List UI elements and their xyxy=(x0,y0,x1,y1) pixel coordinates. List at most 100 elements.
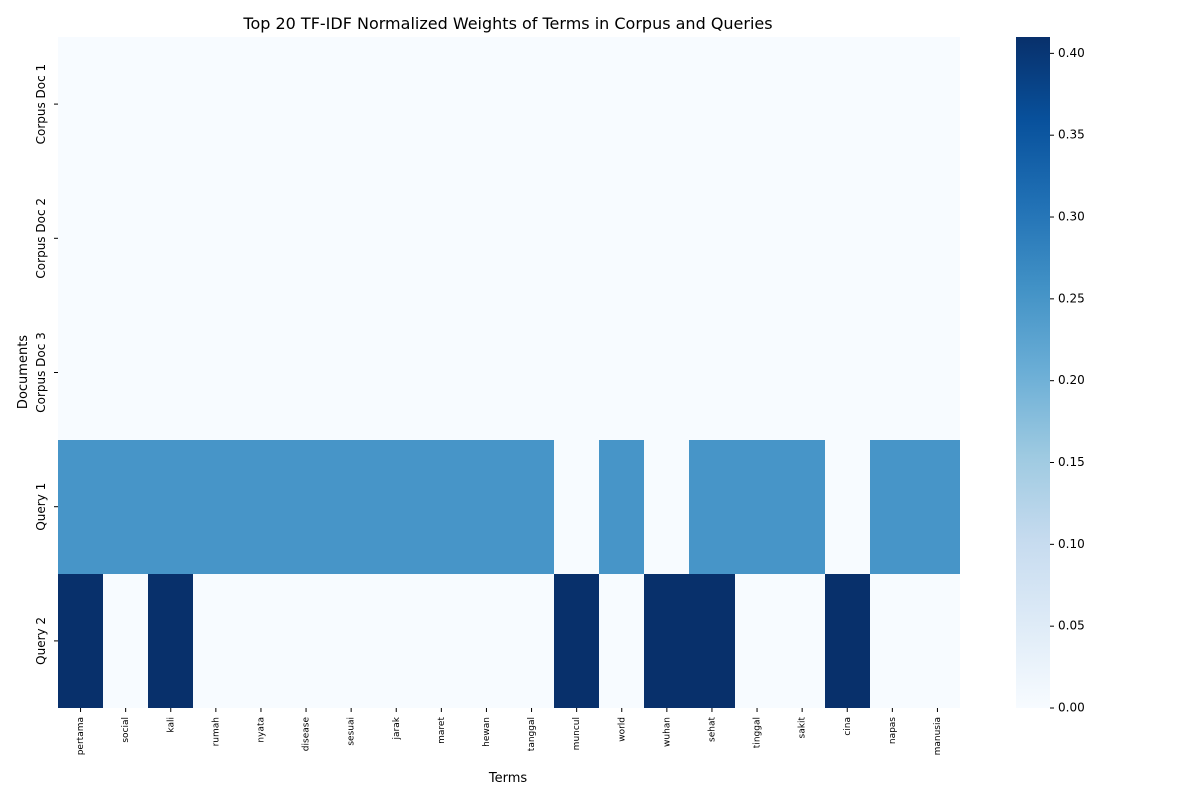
heatmap-cell xyxy=(148,440,193,574)
y-tick-label: Corpus Doc 2 xyxy=(34,198,48,279)
heatmap-cell xyxy=(374,574,419,708)
heatmap-cell xyxy=(464,171,509,305)
heatmap-cell xyxy=(374,440,419,574)
y-tick-label: Query 1 xyxy=(34,483,48,531)
heatmap-cell xyxy=(870,37,915,171)
heatmap-cell xyxy=(599,440,644,574)
x-tick-label: disease xyxy=(302,717,312,752)
y-tick-label: Corpus Doc 3 xyxy=(34,332,48,413)
x-tick-label: social xyxy=(121,717,131,743)
colorbar-tick-label: 0.05 xyxy=(1058,619,1085,633)
heatmap-cell xyxy=(735,305,780,440)
heatmap-cell xyxy=(284,171,329,305)
heatmap-cell xyxy=(554,37,599,171)
heatmap-cell xyxy=(103,440,148,574)
heatmap-cell xyxy=(284,305,329,440)
colorbar-ticks: 0.00 0.05 0.10 0.15 0.20 0.25 0.30 0.35 0.40 xyxy=(1050,46,1085,715)
heatmap-cell xyxy=(193,37,238,171)
x-tick-label: kali xyxy=(166,717,176,733)
heatmap-cell xyxy=(825,440,870,574)
heatmap-cell xyxy=(419,171,464,305)
heatmap-cell xyxy=(915,305,960,440)
heatmap-cell xyxy=(103,574,148,708)
heatmap-cell xyxy=(554,305,599,440)
y-axis-label: Documents xyxy=(16,335,31,409)
heatmap-cell xyxy=(148,171,193,305)
y-tick-label: Query 2 xyxy=(34,617,48,665)
heatmap-cell xyxy=(284,440,329,574)
heatmap-cell xyxy=(464,305,509,440)
heatmap-cell xyxy=(780,37,825,171)
heatmap-cell xyxy=(329,171,374,305)
heatmap-cell xyxy=(284,574,329,708)
heatmap-cell xyxy=(780,171,825,305)
y-tick-label: Corpus Doc 1 xyxy=(34,64,48,145)
heatmap-cell xyxy=(464,37,509,171)
heatmap-cell xyxy=(103,305,148,440)
heatmap-cell xyxy=(825,305,870,440)
colorbar-tick-label: 0.20 xyxy=(1058,373,1085,387)
heatmap-cell xyxy=(464,440,509,574)
heatmap-cell xyxy=(915,574,960,708)
colorbar-tick-label: 0.15 xyxy=(1058,455,1085,469)
colorbar-tick-label: 0.30 xyxy=(1058,210,1085,224)
heatmap-cell xyxy=(644,440,689,574)
heatmap-cell xyxy=(238,171,284,305)
heatmap-cell xyxy=(238,574,284,708)
heatmap-cell xyxy=(509,440,554,574)
heatmap-cell xyxy=(419,440,464,574)
heatmap-cell xyxy=(374,171,419,305)
x-tick-label: napas xyxy=(888,717,898,744)
heatmap-cell xyxy=(870,440,915,574)
colorbar-tick-label: 0.10 xyxy=(1058,537,1085,551)
heatmap-cell xyxy=(825,37,870,171)
heatmap-cell xyxy=(58,305,103,440)
heatmap-cell xyxy=(193,440,238,574)
heatmap-cell xyxy=(735,37,780,171)
heatmap-cell xyxy=(284,37,329,171)
heatmap-cell xyxy=(780,574,825,708)
heatmap-cell xyxy=(374,305,419,440)
heatmap-cell xyxy=(870,171,915,305)
x-axis: pertama social kali rumah nyata disease sesuai… xyxy=(76,708,943,755)
heatmap-cell xyxy=(735,171,780,305)
x-tick-label: rumah xyxy=(211,717,221,746)
x-tick-label: muncul xyxy=(572,717,582,750)
heatmap-cell xyxy=(735,574,780,708)
x-tick-label: pertama xyxy=(76,717,86,755)
x-tick-label: sesuai xyxy=(347,717,357,746)
heatmap-cell xyxy=(329,574,374,708)
heatmap-cell xyxy=(689,171,735,305)
heatmap-cell xyxy=(509,574,554,708)
heatmap-cell xyxy=(554,440,599,574)
heatmap-cell xyxy=(599,37,644,171)
heatmap-cell xyxy=(329,37,374,171)
heatmap-cell xyxy=(329,440,374,574)
heatmap-cell xyxy=(148,305,193,440)
x-tick-label: world xyxy=(617,717,627,742)
heatmap-cell xyxy=(238,305,284,440)
x-tick-label: sehat xyxy=(708,717,718,742)
colorbar-tick-label: 0.25 xyxy=(1058,291,1085,305)
heatmap-cell xyxy=(825,574,870,708)
heatmap-cell xyxy=(464,574,509,708)
y-axis: Corpus Doc 1 Corpus Doc 2 Corpus Doc 3 Quer… xyxy=(34,64,58,665)
colorbar-tick-label: 0.35 xyxy=(1058,128,1085,142)
x-tick-label: nyata xyxy=(257,717,267,743)
colorbar: 0.00 0.05 0.10 0.15 0.20 0.25 0.30 0.35 0.40 xyxy=(1016,37,1085,715)
heatmap-cell xyxy=(735,440,780,574)
x-tick-label: manusia xyxy=(933,717,943,755)
x-tick-label: sakit xyxy=(798,717,808,739)
heatmap-cell xyxy=(329,305,374,440)
heatmap-cell xyxy=(103,37,148,171)
heatmap-cell xyxy=(644,37,689,171)
heatmap-cell xyxy=(419,574,464,708)
heatmap-cell xyxy=(599,171,644,305)
heatmap-cell xyxy=(58,171,103,305)
heatmap-cell xyxy=(644,574,689,708)
x-tick-label: tanggal xyxy=(527,717,537,751)
x-tick-label: hewan xyxy=(482,717,492,747)
heatmap-cell xyxy=(58,574,103,708)
heatmap-cell xyxy=(103,171,148,305)
